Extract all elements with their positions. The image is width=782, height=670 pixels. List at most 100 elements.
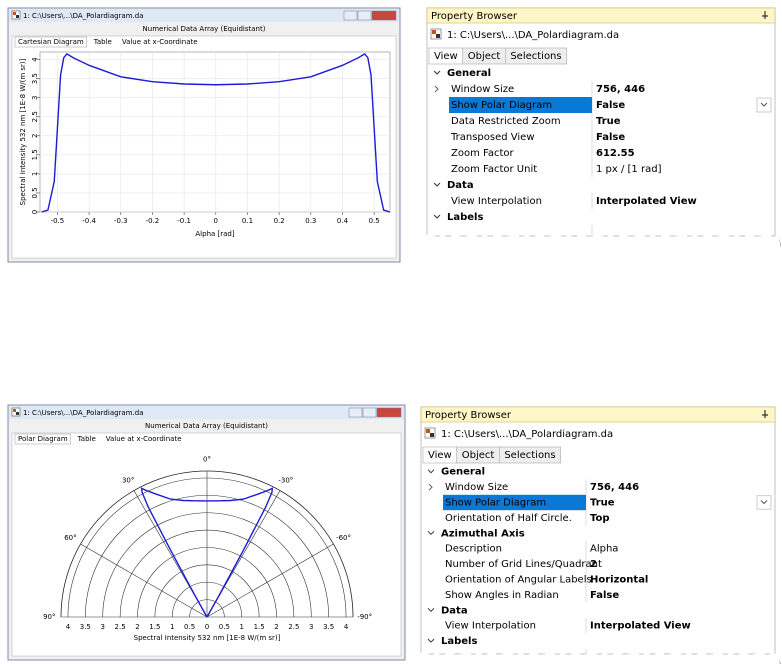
section-title: General — [441, 467, 485, 478]
tab[interactable]: View — [428, 450, 452, 461]
angle-label: -60° — [336, 534, 351, 542]
pin-icon[interactable] — [762, 410, 768, 418]
property-name[interactable]: Transposed View — [450, 132, 535, 143]
dropdown-button[interactable] — [756, 495, 772, 510]
property-name[interactable]: Description — [445, 544, 502, 555]
property-name[interactable]: View Interpolation — [451, 196, 542, 207]
tab[interactable]: Selections — [510, 51, 561, 62]
property-value[interactable]: False — [596, 100, 625, 111]
tab[interactable]: Value at x-Coordinate — [122, 38, 198, 46]
tab[interactable]: Selections — [504, 450, 555, 461]
section-row — [422, 602, 774, 618]
property-value[interactable]: False — [596, 132, 625, 143]
expand-chevron[interactable] — [434, 85, 439, 93]
property-value[interactable]: False — [590, 590, 619, 601]
property-value[interactable]: 2 — [590, 559, 597, 570]
property-value[interactable]: 1 px / [1 rad] — [596, 164, 662, 175]
tab[interactable]: Polar Diagram — [18, 435, 68, 443]
tab[interactable]: Cartesian Diagram — [18, 38, 84, 46]
angle-label: -90° — [357, 613, 372, 621]
r-tick-label: 3 — [309, 623, 313, 631]
collapse-chevron[interactable] — [427, 638, 435, 643]
property-value[interactable]: True — [590, 498, 615, 509]
tab-box — [499, 446, 561, 464]
collapse-chevron[interactable] — [433, 70, 441, 75]
close-button[interactable] — [371, 10, 397, 21]
angle-label: 90° — [43, 613, 55, 621]
property-value[interactable]: 612.55 — [596, 148, 635, 159]
r-tick-label: 4 — [344, 623, 349, 631]
property-value[interactable]: Alpha — [590, 544, 618, 555]
property-value[interactable]: Interpolated View — [590, 621, 691, 632]
property-name[interactable]: Data Restricted Zoom — [451, 116, 561, 127]
minimize-button[interactable] — [348, 407, 363, 418]
r-tick-label: 3.5 — [80, 623, 91, 631]
file-icon-part — [13, 409, 16, 412]
title-bar — [9, 9, 399, 22]
r-axis-label: Spectral Intensity 532 nm [1E-8 W/(m sr)… — [134, 634, 281, 642]
property-name[interactable]: Window Size — [451, 84, 514, 95]
data-line — [41, 52, 391, 213]
maximize-button[interactable] — [357, 10, 372, 21]
y-tick-label: 3.5 — [31, 73, 39, 84]
file-icon-part — [16, 15, 19, 18]
window-title: 1: C:\Users\...\DA_Polardiagram.da — [23, 409, 144, 417]
window-subtitle: Numerical Data Array (Equidistant) — [145, 422, 268, 430]
property-name[interactable]: Show Polar Diagram — [451, 100, 552, 111]
property-name[interactable]: View Interpolation — [445, 621, 536, 632]
tab[interactable]: Object — [468, 51, 501, 62]
x-tick-label: -0.5 — [51, 217, 65, 225]
data-line — [140, 487, 274, 618]
dropdown-button[interactable] — [756, 97, 772, 113]
torn-edge — [419, 649, 781, 670]
dropdown-chevron[interactable] — [760, 500, 768, 505]
tab[interactable]: View — [434, 51, 458, 62]
collapse-chevron[interactable] — [427, 530, 435, 536]
property-name[interactable]: Zoom Factor Unit — [451, 164, 537, 175]
expand-chevron[interactable] — [428, 483, 433, 491]
window-title: 1: C:\Users\...\DA_Polardiagram.da — [23, 12, 144, 20]
tab[interactable]: Object — [462, 450, 495, 461]
property-value[interactable]: Horizontal — [590, 575, 648, 586]
property-value[interactable]: True — [596, 116, 621, 127]
property-value[interactable]: 756, 446 — [596, 84, 645, 95]
minimize-button[interactable] — [343, 10, 358, 21]
collapse-chevron[interactable] — [433, 182, 441, 187]
property-name[interactable]: Show Angles in Radian — [445, 590, 559, 601]
close-button[interactable] — [376, 407, 402, 418]
pin-icon[interactable] — [762, 11, 768, 19]
x-tick-label: -0.3 — [114, 217, 128, 225]
r-tick-label: 0.5 — [184, 623, 195, 631]
section-row — [422, 525, 774, 541]
property-name[interactable]: Number of Grid Lines/Quadrant — [445, 559, 602, 570]
tab[interactable]: Table — [93, 38, 112, 46]
y-tick-label: 1.5 — [31, 149, 39, 160]
section-title: General — [447, 68, 491, 79]
property-name[interactable]: Window Size — [445, 482, 508, 493]
collapse-chevron[interactable] — [433, 214, 441, 219]
dropdown-chevron[interactable] — [760, 102, 768, 107]
property-value[interactable]: Top — [590, 513, 610, 524]
y-tick-label: 2 — [31, 134, 39, 138]
tab[interactable]: Value at x-Coordinate — [106, 435, 182, 443]
property-value[interactable]: Interpolated View — [596, 196, 697, 207]
maximize-button[interactable] — [362, 407, 377, 418]
property-value[interactable]: 756, 446 — [590, 482, 639, 493]
property-name[interactable]: Show Polar Diagram — [445, 498, 546, 509]
r-tick-label: 2.5 — [288, 623, 299, 631]
property-name[interactable]: Orientation of Half Circle. — [445, 513, 572, 524]
selected-row — [449, 97, 592, 113]
y-tick-label: 0 — [31, 210, 39, 214]
collapse-chevron[interactable] — [427, 469, 435, 474]
tab[interactable]: Table — [77, 435, 96, 443]
collapse-chevron[interactable] — [427, 607, 435, 613]
property-name[interactable]: Orientation of Angular Labels — [445, 575, 592, 586]
section-title: Data — [447, 180, 474, 191]
section-title: Labels — [447, 212, 483, 223]
x-tick-label: -0.1 — [177, 217, 191, 225]
torn-edge — [425, 231, 781, 256]
property-name[interactable]: Zoom Factor — [451, 148, 515, 159]
browser-header — [420, 406, 776, 423]
x-tick-label: 0.3 — [305, 217, 316, 225]
